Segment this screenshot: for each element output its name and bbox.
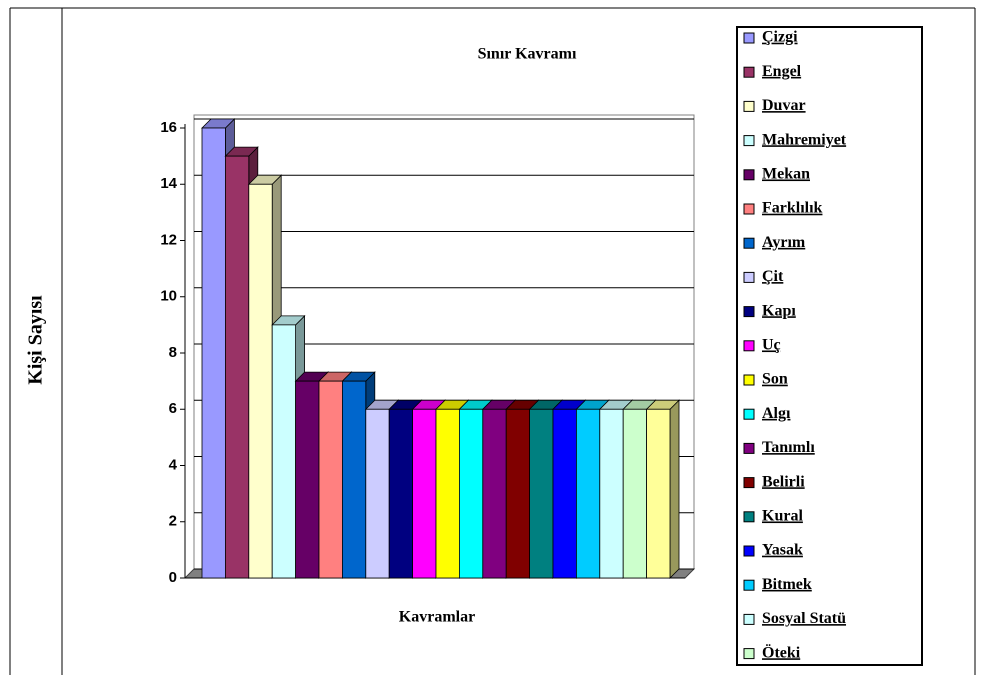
bar	[576, 408, 601, 579]
legend-swatch	[743, 306, 755, 318]
y-tick-label: 8	[169, 344, 177, 361]
y-axis-label: Kişi Sayısı	[25, 295, 47, 385]
legend-swatch	[743, 442, 755, 454]
legend-swatch	[743, 613, 755, 625]
legend-label: Yasak	[762, 542, 803, 559]
legend-swatch	[743, 237, 755, 249]
legend-box	[736, 26, 923, 666]
bar-side	[669, 399, 680, 579]
bar	[599, 408, 624, 579]
legend-label: Öteki	[762, 643, 801, 661]
legend-swatch	[743, 169, 755, 181]
bar	[482, 408, 507, 579]
legend-swatch	[743, 271, 755, 283]
bar	[529, 408, 554, 579]
legend-label: Bitmek	[762, 576, 812, 593]
bar	[271, 324, 297, 579]
legend-label: Çit	[762, 268, 784, 285]
legend-label: Çizgi	[762, 29, 798, 46]
y-tick-label: 4	[169, 456, 178, 473]
legend-swatch	[743, 579, 755, 591]
legend-swatch	[743, 374, 755, 386]
bar	[318, 380, 343, 579]
y-tick-label: 2	[169, 513, 177, 530]
bar	[201, 127, 226, 579]
legend-label: Kural	[762, 507, 803, 524]
legend-swatch	[743, 135, 755, 147]
legend-label: Algı	[762, 405, 791, 422]
bar	[388, 408, 414, 579]
y-tick-label: 0	[169, 569, 177, 586]
legend-label: Mekan	[762, 165, 810, 182]
legend-label: Son	[762, 371, 788, 388]
legend-label: Ayrım	[762, 234, 806, 251]
legend-swatch	[743, 340, 755, 352]
bar	[435, 408, 460, 579]
legend-swatch	[743, 66, 755, 78]
legend-swatch	[743, 545, 755, 557]
legend-label: Mahremiyet	[762, 131, 847, 148]
bar	[341, 380, 367, 579]
y-tick-label: 6	[169, 400, 177, 417]
legend-label: Belirli	[762, 473, 805, 490]
legend-label: Kapı	[762, 302, 796, 319]
legend-swatch	[743, 32, 755, 44]
legend-label: Duvar	[762, 97, 806, 114]
legend-label: Tanımlı	[762, 439, 815, 456]
legend-swatch	[743, 203, 755, 215]
legend-label: Engel	[762, 63, 802, 80]
legend-swatch	[743, 511, 755, 523]
bar	[622, 408, 648, 579]
legend-swatch	[743, 477, 755, 489]
legend-label: Uç	[762, 336, 781, 353]
legend-label: Farklılık	[762, 200, 823, 217]
bar	[552, 408, 577, 579]
bar	[295, 380, 320, 579]
x-axis-label: Kavramlar	[399, 609, 475, 626]
y-tick-label: 14	[160, 175, 177, 192]
legend-label: Sosyal Statü	[762, 610, 846, 627]
y-tick-label: 16	[160, 119, 177, 136]
bar	[458, 408, 484, 579]
bar	[505, 408, 531, 579]
bar	[224, 155, 250, 579]
legend-swatch	[743, 100, 755, 112]
y-tick-label: 10	[160, 288, 177, 305]
bar	[365, 408, 390, 579]
bar	[412, 408, 437, 579]
chart-title: Sınır Kavramı	[478, 46, 577, 63]
bar	[646, 408, 671, 579]
legend-swatch	[743, 648, 755, 660]
legend-swatch	[743, 408, 755, 420]
bar	[248, 183, 273, 579]
y-tick-label: 12	[160, 231, 177, 248]
